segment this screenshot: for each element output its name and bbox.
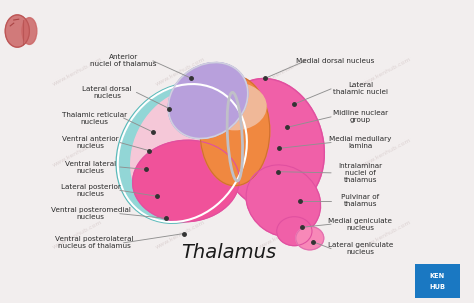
- Ellipse shape: [5, 15, 29, 47]
- Text: Ventral anterior
nucleus: Ventral anterior nucleus: [62, 136, 119, 149]
- Text: Pulvinar of
thalamus: Pulvinar of thalamus: [341, 194, 380, 207]
- Ellipse shape: [133, 140, 239, 222]
- Ellipse shape: [246, 165, 320, 237]
- Text: Lateral posterior
nucleus: Lateral posterior nucleus: [61, 184, 120, 197]
- Ellipse shape: [168, 62, 248, 138]
- Text: Thalamus: Thalamus: [181, 243, 276, 262]
- Text: Thalamic reticular
nucleus: Thalamic reticular nucleus: [62, 112, 127, 125]
- Text: www.kenhub.com: www.kenhub.com: [257, 138, 309, 168]
- Text: HUB: HUB: [429, 284, 445, 290]
- Ellipse shape: [200, 76, 270, 186]
- FancyBboxPatch shape: [414, 263, 461, 299]
- Ellipse shape: [296, 227, 324, 250]
- Text: Ventral posteromedial
nucleus: Ventral posteromedial nucleus: [51, 207, 130, 220]
- Ellipse shape: [117, 83, 248, 223]
- Text: Medial medullary
lamina: Medial medullary lamina: [329, 136, 392, 149]
- Text: www.kenhub.com: www.kenhub.com: [155, 138, 206, 168]
- Text: www.kenhub.com: www.kenhub.com: [360, 56, 412, 87]
- Ellipse shape: [22, 18, 37, 45]
- Ellipse shape: [277, 217, 312, 246]
- Ellipse shape: [204, 83, 266, 130]
- Text: Lateral
thalamic nuclei: Lateral thalamic nuclei: [333, 82, 388, 95]
- Text: Intralaminar
nuclei of
thalamus: Intralaminar nuclei of thalamus: [338, 163, 383, 183]
- Text: Lateral dorsal
nucleus: Lateral dorsal nucleus: [82, 86, 132, 99]
- Text: www.kenhub.com: www.kenhub.com: [52, 219, 103, 250]
- Text: Medial dorsal nucleus: Medial dorsal nucleus: [296, 58, 374, 64]
- Text: www.kenhub.com: www.kenhub.com: [52, 138, 103, 168]
- Text: www.kenhub.com: www.kenhub.com: [155, 219, 206, 250]
- Text: www.kenhub.com: www.kenhub.com: [155, 56, 206, 87]
- Text: www.kenhub.com: www.kenhub.com: [257, 56, 309, 87]
- Ellipse shape: [217, 78, 324, 211]
- Text: www.kenhub.com: www.kenhub.com: [360, 138, 412, 168]
- Text: www.kenhub.com: www.kenhub.com: [257, 219, 309, 250]
- Text: Lateral geniculate
nucleus: Lateral geniculate nucleus: [328, 242, 393, 255]
- Text: KEN: KEN: [429, 273, 445, 279]
- Text: www.kenhub.com: www.kenhub.com: [360, 219, 412, 250]
- Text: Medial geniculate
nucleus: Medial geniculate nucleus: [328, 218, 392, 231]
- Text: Ventral lateral
nucleus: Ventral lateral nucleus: [65, 161, 116, 174]
- Text: Ventral posterolateral
nucleus of thalamus: Ventral posterolateral nucleus of thalam…: [55, 236, 133, 249]
- Text: Midline nuclear
group: Midline nuclear group: [333, 110, 388, 123]
- Text: www.kenhub.com: www.kenhub.com: [52, 56, 103, 87]
- Text: Anterior
nuclei of thalamus: Anterior nuclei of thalamus: [90, 54, 157, 67]
- Ellipse shape: [131, 89, 244, 217]
